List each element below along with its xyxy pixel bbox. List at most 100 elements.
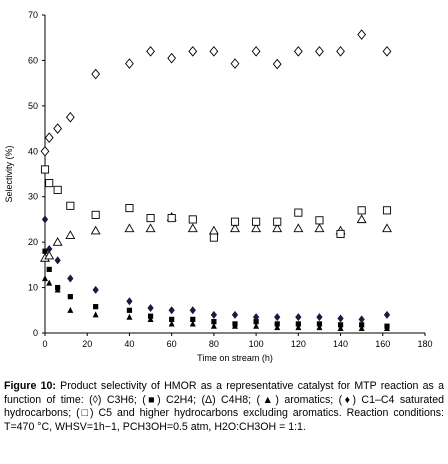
y-tick-label: 40 — [28, 146, 38, 156]
data-point-open-diamond — [209, 46, 219, 57]
data-point-open-square — [209, 233, 218, 242]
x-tick-label: 180 — [417, 339, 432, 349]
data-point-open-square — [252, 217, 261, 226]
data-point-open-diamond — [272, 58, 282, 70]
data-point-filled-square — [295, 321, 301, 327]
data-point-open-diamond — [44, 132, 54, 143]
data-point-open-diamond — [91, 68, 101, 80]
data-point-open-triangle — [230, 223, 240, 233]
data-point-filled-square — [190, 316, 196, 322]
data-point-filled-diamond — [126, 297, 133, 306]
data-point-filled-square — [42, 248, 48, 254]
data-point-filled-diamond — [358, 315, 365, 324]
data-point-open-diamond — [125, 58, 134, 69]
x-tick-label: 60 — [167, 339, 177, 349]
data-point-open-square — [125, 204, 134, 213]
data-point-filled-triangle — [384, 325, 390, 332]
data-point-open-diamond — [188, 46, 198, 57]
data-point-filled-triangle — [46, 279, 53, 286]
data-point-open-triangle — [293, 223, 304, 233]
data-point-open-diamond — [65, 111, 75, 123]
data-point-filled-triangle — [42, 275, 48, 282]
data-point-open-square — [45, 179, 54, 188]
data-point-filled-diamond — [189, 306, 196, 315]
tick-labels: 0 20 40 60 80 100 120 140 160 180 0 10 20 30 40 50 60 70 — [28, 10, 433, 349]
data-point-open-triangle — [145, 223, 156, 233]
data-point-filled-diamond — [92, 285, 99, 294]
data-point-open-diamond — [167, 52, 177, 64]
data-point-filled-square — [253, 319, 259, 325]
data-point-filled-triangle — [189, 320, 196, 327]
data-point-open-square — [315, 216, 324, 225]
x-tick-label: 20 — [82, 339, 92, 349]
data-point-filled-triangle — [295, 324, 302, 331]
x-tick-label: 100 — [249, 339, 264, 349]
y-tick-label: 60 — [28, 55, 38, 65]
data-point-filled-triangle — [358, 325, 365, 332]
data-point-filled-diamond — [337, 314, 344, 323]
data-point-open-diamond — [251, 46, 261, 57]
data-point-filled-square — [316, 321, 323, 327]
y-tick-label: 10 — [28, 283, 38, 293]
x-tick-label: 120 — [291, 339, 306, 349]
y-tick-label: 20 — [28, 237, 38, 247]
data-point-filled-diamond — [274, 313, 281, 322]
x-tick-label: 160 — [375, 339, 390, 349]
data-point-filled-square — [67, 294, 73, 300]
data-point-open-square — [230, 217, 240, 226]
data-point-open-triangle — [356, 214, 367, 224]
data-point-filled-diamond — [41, 215, 49, 224]
data-point-filled-diamond — [46, 244, 53, 253]
data-point-filled-triangle — [210, 322, 217, 329]
data-point-filled-square — [46, 266, 52, 272]
data-point-filled-square — [93, 304, 99, 310]
figure-caption: Figure 10: Product selectivity of HMOR a… — [4, 380, 444, 434]
data-point-open-triangle — [124, 223, 135, 233]
y-tick-label: 0 — [33, 328, 38, 338]
data-point-open-diamond — [230, 58, 240, 69]
data-point-open-square — [53, 185, 62, 194]
data-point-filled-diamond — [295, 313, 302, 322]
data-point-filled-triangle — [147, 315, 154, 322]
data-point-open-triangle — [251, 223, 262, 233]
y-tick-label: 50 — [28, 101, 38, 111]
data-point-filled-diamond — [231, 310, 239, 319]
data-point-open-diamond — [293, 46, 303, 57]
data-point-filled-diamond — [383, 310, 391, 319]
y-axis-title: Selectivity (%) — [4, 145, 14, 202]
data-point-filled-diamond — [67, 274, 74, 283]
data-point-filled-square — [274, 321, 280, 327]
data-point-open-diamond — [53, 123, 63, 134]
data-point-filled-triangle — [274, 324, 281, 331]
data-point-open-diamond — [146, 46, 155, 57]
data-point-filled-square — [359, 322, 365, 328]
data-point-open-square — [167, 214, 176, 223]
data-point-open-square — [294, 208, 303, 217]
data-points — [40, 29, 392, 332]
data-point-filled-triangle — [67, 306, 74, 313]
data-point-filled-triangle — [126, 313, 133, 320]
data-point-filled-diamond — [147, 304, 154, 313]
data-point-open-triangle — [272, 223, 283, 233]
data-point-open-triangle — [65, 230, 76, 239]
data-point-filled-square — [337, 322, 344, 328]
data-point-open-diamond — [315, 46, 324, 57]
y-tick-label: 30 — [28, 192, 38, 202]
caption-text: Product selectivity of HMOR as a represe… — [4, 380, 444, 433]
y-tick-label: 70 — [28, 10, 38, 20]
data-point-open-square — [146, 214, 155, 223]
data-point-open-diamond — [357, 29, 367, 40]
data-point-filled-triangle — [92, 311, 99, 318]
data-point-open-square — [382, 206, 392, 215]
data-point-open-square — [40, 165, 50, 174]
caption-label: Figure 10: — [4, 380, 56, 392]
x-axis-title: Time on stream (h) — [197, 353, 273, 363]
data-point-filled-square — [211, 319, 217, 325]
x-tick-label: 80 — [209, 339, 219, 349]
data-point-open-square — [336, 229, 345, 239]
data-point-open-square — [357, 206, 366, 215]
data-point-filled-triangle — [232, 322, 238, 329]
data-point-filled-diamond — [168, 306, 175, 315]
data-point-open-triangle — [314, 223, 325, 233]
data-point-open-square — [273, 217, 282, 226]
